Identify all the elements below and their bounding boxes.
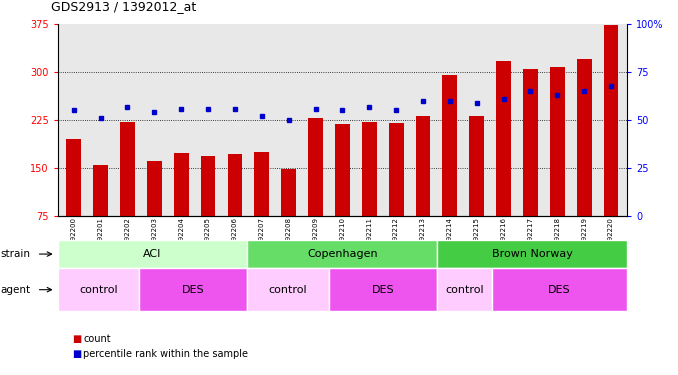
Bar: [469, 116, 484, 216]
Text: control: control: [79, 285, 117, 295]
Bar: [228, 154, 242, 216]
Bar: [247, 240, 437, 268]
Bar: [247, 268, 329, 311]
Bar: [254, 152, 269, 216]
Text: control: control: [445, 285, 483, 295]
Text: Brown Norway: Brown Norway: [492, 249, 573, 259]
Text: ACI: ACI: [143, 249, 162, 259]
Text: ■: ■: [73, 334, 82, 344]
Bar: [201, 156, 216, 216]
Bar: [147, 161, 162, 216]
Text: percentile rank within the sample: percentile rank within the sample: [83, 350, 248, 359]
Text: DES: DES: [372, 285, 395, 295]
Text: count: count: [83, 334, 111, 344]
Bar: [58, 240, 247, 268]
Text: GDS2913 / 1392012_at: GDS2913 / 1392012_at: [51, 0, 196, 13]
Bar: [120, 122, 135, 216]
Bar: [492, 268, 627, 311]
Bar: [308, 118, 323, 216]
Bar: [437, 268, 492, 311]
Bar: [437, 240, 627, 268]
Text: strain: strain: [1, 249, 31, 259]
Bar: [174, 153, 188, 216]
Text: control: control: [269, 285, 307, 295]
Bar: [550, 67, 565, 216]
Text: DES: DES: [182, 285, 205, 295]
Bar: [139, 268, 247, 311]
Bar: [329, 268, 437, 311]
Text: ■: ■: [73, 350, 82, 359]
Bar: [603, 25, 618, 216]
Bar: [93, 165, 108, 216]
Text: agent: agent: [1, 285, 31, 295]
Bar: [58, 268, 139, 311]
Bar: [281, 169, 296, 216]
Text: Copenhagen: Copenhagen: [307, 249, 378, 259]
Text: DES: DES: [548, 285, 571, 295]
Bar: [443, 75, 457, 216]
Bar: [66, 139, 81, 216]
Bar: [523, 69, 538, 216]
Bar: [577, 59, 591, 216]
Bar: [416, 116, 431, 216]
Bar: [335, 124, 350, 216]
Bar: [496, 61, 511, 216]
Bar: [362, 122, 377, 216]
Bar: [388, 123, 403, 216]
